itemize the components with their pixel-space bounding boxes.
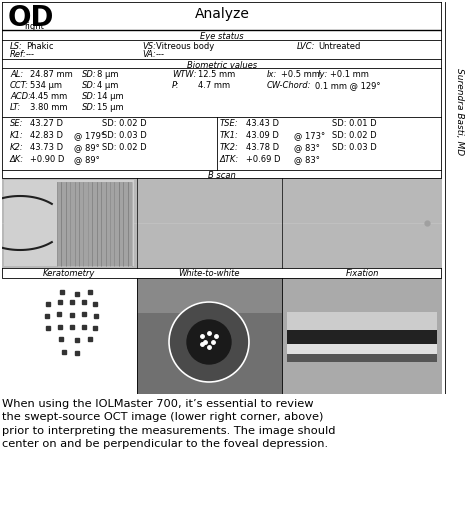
Text: Ref:: Ref: bbox=[10, 50, 27, 59]
Text: SD:: SD: bbox=[82, 92, 97, 101]
Bar bbox=[57, 182, 132, 266]
Text: P:: P: bbox=[172, 81, 180, 90]
Text: When using the IOLMaster 700, it’s essential to review
the swept-source OCT imag: When using the IOLMaster 700, it’s essen… bbox=[2, 399, 336, 449]
Text: ---: --- bbox=[26, 50, 35, 59]
Text: SD:: SD: bbox=[82, 81, 97, 90]
Text: 4 μm: 4 μm bbox=[97, 81, 118, 90]
Text: 14 μm: 14 μm bbox=[97, 92, 124, 101]
Text: 43.27 D: 43.27 D bbox=[30, 119, 63, 128]
Text: 4.45 mm: 4.45 mm bbox=[30, 92, 67, 101]
Bar bbox=[2, 178, 442, 268]
Text: Iy:: Iy: bbox=[318, 70, 328, 79]
Text: Untreated: Untreated bbox=[318, 42, 360, 51]
Text: Ix:: Ix: bbox=[267, 70, 277, 79]
Bar bbox=[287, 354, 437, 362]
Text: TK1:: TK1: bbox=[220, 131, 239, 140]
Text: 42.83 D: 42.83 D bbox=[30, 131, 63, 140]
Text: 43.09 D: 43.09 D bbox=[246, 131, 279, 140]
Text: AL:: AL: bbox=[10, 70, 23, 79]
Text: WTW:: WTW: bbox=[172, 70, 197, 79]
Text: Analyze: Analyze bbox=[194, 7, 249, 21]
Text: 43.43 D: 43.43 D bbox=[246, 119, 279, 128]
Text: +0.5 mm: +0.5 mm bbox=[281, 70, 320, 79]
Text: Biometric values: Biometric values bbox=[187, 61, 257, 70]
Text: +0.1 mm: +0.1 mm bbox=[330, 70, 369, 79]
Text: @ 179°: @ 179° bbox=[74, 131, 105, 140]
Text: 3.80 mm: 3.80 mm bbox=[30, 103, 67, 112]
Text: +0.90 D: +0.90 D bbox=[30, 155, 64, 164]
Text: Vitreous body: Vitreous body bbox=[156, 42, 214, 51]
Bar bbox=[287, 330, 437, 344]
Text: 43.73 D: 43.73 D bbox=[30, 143, 63, 152]
Text: TK2:: TK2: bbox=[220, 143, 239, 152]
Circle shape bbox=[169, 302, 249, 382]
Text: SD: 0.02 D: SD: 0.02 D bbox=[332, 131, 377, 140]
Text: Phakic: Phakic bbox=[26, 42, 54, 51]
Text: K1:: K1: bbox=[10, 131, 24, 140]
Text: SD: 0.03 D: SD: 0.03 D bbox=[332, 143, 377, 152]
Text: @ 89°: @ 89° bbox=[74, 143, 100, 152]
Bar bbox=[4, 180, 134, 266]
Text: SD: 0.03 D: SD: 0.03 D bbox=[102, 131, 147, 140]
Text: SD: 0.02 D: SD: 0.02 D bbox=[102, 143, 146, 152]
Text: SD: 0.02 D: SD: 0.02 D bbox=[102, 119, 146, 128]
Text: OD: OD bbox=[8, 4, 55, 32]
Text: CCT:: CCT: bbox=[10, 81, 29, 90]
Text: TSE:: TSE: bbox=[220, 119, 238, 128]
Text: LVC:: LVC: bbox=[297, 42, 316, 51]
Text: 4.7 mm: 4.7 mm bbox=[198, 81, 230, 90]
Text: right: right bbox=[24, 22, 44, 31]
Text: White-to-white: White-to-white bbox=[178, 269, 240, 278]
Text: 43.78 D: 43.78 D bbox=[246, 143, 279, 152]
Text: SE:: SE: bbox=[10, 119, 24, 128]
Text: ΔTK:: ΔTK: bbox=[220, 155, 239, 164]
Text: 15 μm: 15 μm bbox=[97, 103, 124, 112]
Text: B scan: B scan bbox=[208, 171, 236, 180]
Bar bbox=[137, 278, 282, 394]
Text: Surendra Basti, MD: Surendra Basti, MD bbox=[456, 68, 465, 155]
Text: VA:: VA: bbox=[142, 50, 156, 59]
Bar bbox=[2, 278, 137, 394]
Text: 24.87 mm: 24.87 mm bbox=[30, 70, 73, 79]
Bar bbox=[287, 312, 437, 330]
Text: LS:: LS: bbox=[10, 42, 23, 51]
Text: 8 μm: 8 μm bbox=[97, 70, 118, 79]
Text: LT:: LT: bbox=[10, 103, 21, 112]
Text: ΔK:: ΔK: bbox=[10, 155, 24, 164]
Text: SD: 0.01 D: SD: 0.01 D bbox=[332, 119, 377, 128]
Text: @ 83°: @ 83° bbox=[294, 155, 320, 164]
Text: Keratometry: Keratometry bbox=[43, 269, 95, 278]
Text: 0.1 mm @ 129°: 0.1 mm @ 129° bbox=[315, 81, 381, 90]
Text: @ 173°: @ 173° bbox=[294, 131, 325, 140]
Bar bbox=[287, 344, 437, 354]
Text: VS:: VS: bbox=[142, 42, 156, 51]
Circle shape bbox=[187, 320, 231, 364]
Text: Eye status: Eye status bbox=[200, 32, 244, 41]
Text: ---: --- bbox=[156, 50, 165, 59]
Bar bbox=[137, 278, 282, 313]
Text: 534 μm: 534 μm bbox=[30, 81, 62, 90]
Text: ACD:: ACD: bbox=[10, 92, 31, 101]
Text: SD:: SD: bbox=[82, 70, 97, 79]
Text: K2:: K2: bbox=[10, 143, 24, 152]
Text: @ 89°: @ 89° bbox=[74, 155, 100, 164]
Text: @ 83°: @ 83° bbox=[294, 143, 320, 152]
Bar bbox=[282, 278, 442, 394]
Text: +0.69 D: +0.69 D bbox=[246, 155, 281, 164]
Text: SD:: SD: bbox=[82, 103, 97, 112]
Text: CW-Chord:: CW-Chord: bbox=[267, 81, 311, 90]
Text: 12.5 mm: 12.5 mm bbox=[198, 70, 235, 79]
Text: Fixation: Fixation bbox=[346, 269, 379, 278]
